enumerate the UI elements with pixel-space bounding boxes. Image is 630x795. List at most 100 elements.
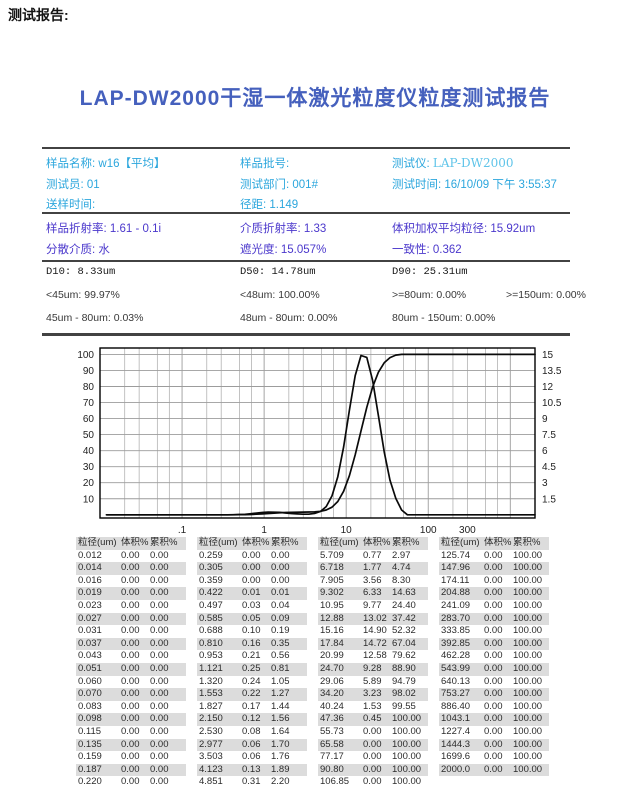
table-cell: 0.00 (150, 562, 169, 574)
table-cell: 0.060 (78, 675, 102, 687)
table-cell: 15.16 (320, 625, 344, 637)
test-time: 测试时间: 16/10/09 下午 3:55:37 (392, 179, 557, 191)
table-cell: 0.24 (242, 675, 261, 687)
table-cell: 0.00 (150, 599, 169, 611)
table-cell: 0.00 (150, 725, 169, 737)
table-cell: 0.00 (484, 675, 503, 687)
table-cell: 0.00 (121, 549, 140, 561)
table-cell: 2.20 (271, 776, 290, 788)
fraction-lt48: <48um: 100.00% (240, 289, 320, 301)
table-cell: 640.13 (441, 675, 471, 687)
table-cell: 4.74 (392, 562, 411, 574)
table-cell: 0.00 (150, 549, 169, 561)
table-cell: 0.00 (121, 776, 140, 788)
table-cell: 0.09 (271, 612, 290, 624)
table-cell: 0.00 (484, 738, 503, 750)
table-cell: 0.03 (242, 599, 261, 611)
axis-tick-label: 10.5 (542, 398, 562, 409)
table-header-cell: 粒径(um) (441, 537, 480, 548)
table-cell: 100.00 (392, 725, 422, 737)
table-header-cell: 累积% (513, 537, 541, 548)
table-cell: 99.55 (392, 700, 416, 712)
table-row: 20.99 12.58 79.62 (318, 650, 428, 663)
instrument-label: 测试仪: (392, 158, 430, 170)
table-cell: 79.62 (392, 650, 416, 662)
axis-tick-label: 9 (542, 414, 548, 425)
table-cell: 100.00 (513, 562, 543, 574)
table-cell: 65.58 (320, 738, 344, 750)
table-cell: 204.88 (441, 587, 471, 599)
table-row: 241.09 0.00 100.00 (439, 600, 549, 613)
table-cell: 0.00 (271, 574, 290, 586)
table-cell: 0.25 (242, 662, 261, 674)
table-row: 2.530 0.08 1.64 (197, 726, 307, 739)
axis-tick-label: 100 (77, 350, 94, 361)
table-cell: 1.53 (363, 700, 382, 712)
table-cell: 0.00 (484, 700, 503, 712)
table-row: 6.718 1.77 4.74 (318, 562, 428, 575)
table-header-cell: 体积% (121, 537, 149, 548)
table-cell: 0.953 (199, 650, 223, 662)
divider-top (42, 147, 570, 149)
table-cell: 100.00 (513, 700, 543, 712)
axis-tick-label: 50 (83, 430, 95, 441)
table-cell: 52.32 (392, 625, 416, 637)
table-row: 3.503 0.06 1.76 (197, 751, 307, 764)
table-row: 4.123 0.13 1.89 (197, 763, 307, 777)
table-cell: 24.70 (320, 662, 344, 674)
table-cell: 1.05 (271, 675, 290, 687)
table-cell: 886.40 (441, 700, 471, 712)
table-row: 1043.1 0.00 100.00 (439, 713, 549, 726)
axis-tick-label: 30 (83, 462, 95, 473)
table-cell: 0.17 (242, 700, 261, 712)
table-cell: 1.121 (199, 662, 223, 674)
table-row: 0.060 0.00 0.00 (76, 676, 186, 689)
instrument-value: LAP-DW2000 (432, 156, 514, 170)
table-cell: 0.00 (484, 549, 503, 561)
table-cell: 0.00 (484, 612, 503, 624)
fraction-ge80: >=80um: 0.00% (392, 289, 467, 301)
table-cell: 37.42 (392, 612, 416, 624)
d90-value: D90: 25.31um (392, 266, 468, 278)
table-cell: 0.00 (150, 587, 169, 599)
table-row: 0.098 0.00 0.00 (76, 713, 186, 726)
table-row: 0.014 0.00 0.00 (76, 562, 186, 575)
table-cell: 0.19 (271, 625, 290, 637)
table-row: 1699.6 0.00 100.00 (439, 751, 549, 764)
table-row: 0.359 0.00 0.00 (197, 575, 307, 588)
table-cell: 0.77 (363, 549, 382, 561)
table-cell: 0.81 (271, 662, 290, 674)
table-row: 1.827 0.17 1.44 (197, 701, 307, 714)
table-cell: 0.305 (199, 562, 223, 574)
page-title: LAP-DW2000干湿一体激光粒度仪粒度测试报告 (79, 87, 551, 110)
table-cell: 17.84 (320, 637, 344, 649)
table-cell: 0.012 (78, 549, 102, 561)
table-row: 2.150 0.12 1.56 (197, 713, 307, 726)
table-cell: 0.00 (484, 688, 503, 700)
table-cell: 0.00 (242, 562, 261, 574)
table-cell: 7.905 (320, 574, 344, 586)
table-cell: 2000.0 (441, 763, 471, 775)
table-cell: 0.00 (150, 713, 169, 725)
table-cell: 0.00 (121, 662, 140, 674)
table-cell: 6.718 (320, 562, 344, 574)
table-cell: 0.13 (242, 763, 261, 775)
table-cell: 0.00 (150, 688, 169, 700)
table-cell: 12.88 (320, 612, 344, 624)
table-cell: 0.00 (150, 763, 169, 775)
table-cell: 174.11 (441, 574, 470, 586)
table-row: 34.20 3.23 98.02 (318, 688, 428, 701)
table-row: 4.851 0.31 2.20 (197, 776, 307, 789)
table-cell: 0.06 (242, 751, 261, 763)
table-cell: 0.31 (242, 776, 261, 788)
table-row: 0.585 0.05 0.09 (197, 612, 307, 626)
table-row: 640.13 0.00 100.00 (439, 676, 549, 689)
fraction-48-80: 48um - 80um: 0.00% (240, 312, 338, 324)
plot-border (99, 347, 536, 519)
table-header-row: 粒径(um) 体积% 累积% (318, 537, 428, 550)
table-row: 125.74 0.00 100.00 (439, 550, 549, 563)
table-row: 0.810 0.16 0.35 (197, 637, 307, 651)
table-cell: 0.00 (484, 763, 503, 775)
table-row: 174.11 0.00 100.00 (439, 575, 549, 588)
divider-chart (42, 333, 570, 336)
